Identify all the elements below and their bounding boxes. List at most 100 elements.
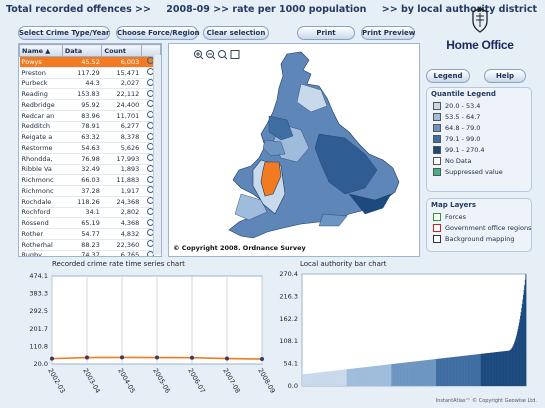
- la-bar[interactable]: [318, 372, 319, 386]
- quantile-legend-item[interactable]: 99.1 - 270.4: [427, 144, 531, 155]
- la-bar[interactable]: [484, 353, 486, 386]
- la-bar[interactable]: [396, 363, 398, 386]
- la-bar[interactable]: [362, 367, 364, 386]
- la-bar[interactable]: [410, 361, 412, 386]
- la-bar[interactable]: [381, 365, 383, 386]
- la-bar[interactable]: [466, 355, 468, 386]
- la-bar[interactable]: [414, 361, 416, 386]
- la-bar[interactable]: [318, 372, 320, 386]
- la-bar[interactable]: [384, 364, 386, 386]
- la-bar[interactable]: [302, 374, 303, 386]
- la-bar[interactable]: [324, 371, 326, 386]
- la-bar[interactable]: [369, 366, 371, 386]
- la-bar[interactable]: [459, 356, 461, 386]
- la-bar[interactable]: [469, 355, 471, 386]
- la-bar[interactable]: [434, 359, 436, 386]
- la-bar[interactable]: [512, 346, 514, 386]
- la-bar[interactable]: [395, 363, 397, 386]
- choropleth-map[interactable]: [169, 44, 419, 256]
- la-bar[interactable]: [350, 368, 352, 386]
- la-bar[interactable]: [432, 359, 434, 386]
- la-bar[interactable]: [508, 350, 510, 386]
- table-row[interactable]: Rotherhal 88.23 22,360: [19, 239, 161, 251]
- la-bar[interactable]: [442, 358, 443, 386]
- la-bar[interactable]: [396, 363, 398, 386]
- la-bar[interactable]: [338, 370, 340, 386]
- la-bar[interactable]: [307, 373, 309, 386]
- quantile-legend-item[interactable]: 64.8 - 79.0: [427, 122, 531, 133]
- la-bar[interactable]: [500, 351, 502, 386]
- la-bar[interactable]: [425, 360, 427, 386]
- la-bar[interactable]: [509, 350, 511, 386]
- layer-checkbox[interactable]: [433, 223, 441, 232]
- la-bar[interactable]: [337, 370, 339, 386]
- la-bar[interactable]: [375, 365, 377, 386]
- la-bar[interactable]: [335, 370, 337, 386]
- la-bar[interactable]: [443, 358, 445, 386]
- la-bar[interactable]: [477, 354, 479, 386]
- la-bar[interactable]: [487, 353, 489, 386]
- la-bar[interactable]: [313, 373, 315, 386]
- data-point[interactable]: [50, 356, 54, 361]
- la-bar[interactable]: [353, 368, 355, 386]
- table-row[interactable]: Rother 54.77 4,832: [19, 228, 161, 240]
- la-bar-chart[interactable]: 270.4 216.3 162.2 108.1 54.1 0.0: [270, 268, 540, 396]
- la-bar[interactable]: [329, 371, 331, 386]
- la-bar[interactable]: [438, 358, 440, 386]
- la-bar[interactable]: [381, 365, 383, 386]
- zoom-extent-icon[interactable]: [218, 50, 228, 60]
- la-bar[interactable]: [411, 361, 412, 386]
- la-bar[interactable]: [340, 370, 342, 386]
- la-bar[interactable]: [354, 368, 356, 386]
- la-bar[interactable]: [499, 351, 501, 386]
- la-bar[interactable]: [510, 349, 512, 386]
- la-bar[interactable]: [483, 353, 485, 386]
- la-bar[interactable]: [399, 363, 401, 386]
- la-bar[interactable]: [429, 359, 431, 386]
- quantile-legend-item[interactable]: Suppressed value: [427, 166, 531, 177]
- la-bar[interactable]: [421, 360, 423, 386]
- la-bar[interactable]: [380, 365, 381, 386]
- la-bar[interactable]: [433, 359, 434, 386]
- la-bar[interactable]: [464, 355, 466, 386]
- full-extent-icon[interactable]: [230, 50, 240, 59]
- la-bar[interactable]: [472, 354, 474, 386]
- la-bar[interactable]: [473, 354, 475, 386]
- la-bar[interactable]: [458, 356, 459, 386]
- la-bar[interactable]: [480, 353, 482, 386]
- la-bar[interactable]: [474, 354, 476, 386]
- la-bar[interactable]: [511, 348, 513, 386]
- la-bar[interactable]: [440, 358, 442, 386]
- la-bar[interactable]: [344, 369, 346, 386]
- la-bar[interactable]: [328, 371, 330, 386]
- la-bar[interactable]: [378, 365, 380, 386]
- la-bar[interactable]: [303, 374, 305, 386]
- la-bar[interactable]: [479, 353, 481, 386]
- la-bar[interactable]: [421, 360, 423, 386]
- la-bar[interactable]: [489, 352, 491, 386]
- la-bar[interactable]: [332, 370, 334, 386]
- la-bar[interactable]: [407, 362, 409, 386]
- la-bar[interactable]: [358, 367, 360, 386]
- la-bar[interactable]: [414, 361, 415, 386]
- la-bar[interactable]: [303, 374, 305, 386]
- la-bar[interactable]: [391, 364, 393, 386]
- table-row[interactable]: Reigate a 63.32 8,378: [19, 131, 161, 143]
- table-row[interactable]: Ribble Va 32.49 1,893: [19, 164, 161, 176]
- la-bar[interactable]: [374, 366, 375, 386]
- la-bar[interactable]: [498, 351, 499, 386]
- select-crime-type-button[interactable]: Select Crime Type/Year: [18, 26, 110, 40]
- table-row[interactable]: Rhondda, 76.98 17,993: [19, 153, 161, 165]
- la-bar[interactable]: [364, 367, 366, 386]
- la-bar[interactable]: [370, 366, 372, 386]
- data-point[interactable]: [225, 356, 229, 361]
- la-bar[interactable]: [324, 371, 325, 386]
- la-bar[interactable]: [359, 367, 361, 386]
- la-bar[interactable]: [346, 369, 348, 386]
- la-bar[interactable]: [313, 373, 315, 386]
- la-bar[interactable]: [515, 338, 517, 386]
- column-header-count[interactable]: Count: [101, 44, 142, 57]
- la-bar[interactable]: [416, 361, 418, 386]
- la-bar[interactable]: [511, 347, 513, 386]
- data-point[interactable]: [85, 355, 89, 360]
